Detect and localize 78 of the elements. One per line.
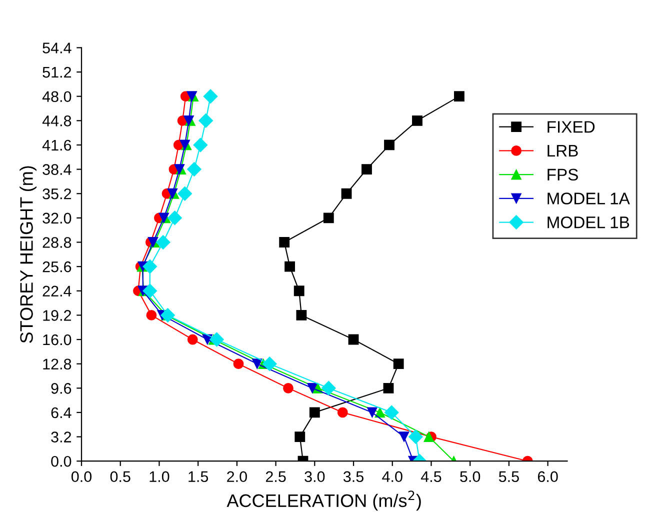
point	[341, 188, 352, 199]
x-tick-label: 0.5	[110, 471, 130, 482]
legend-label: MODEL 1A	[548, 192, 630, 204]
legend-label: FPS	[548, 168, 578, 181]
legend-label: FIXED	[548, 121, 595, 133]
y-tick-label: 48.0	[42, 91, 72, 102]
point	[362, 164, 372, 174]
x-tick-label: 1.0	[150, 471, 170, 482]
point	[424, 432, 434, 442]
legend-label: LRB	[548, 145, 578, 157]
point	[146, 310, 157, 320]
x-tick-label: 2.5	[266, 471, 286, 482]
point	[142, 259, 158, 274]
point	[393, 358, 404, 370]
x-tick-label: 2.0	[227, 471, 247, 482]
point	[283, 382, 294, 394]
point	[178, 186, 192, 201]
y-tick-label: 25.6	[42, 261, 72, 272]
point	[296, 310, 307, 320]
y-tick-label: 28.8	[42, 237, 72, 248]
point	[284, 261, 295, 272]
y-tick-label: 38.4	[42, 164, 72, 175]
x-tick-label: 3.5	[343, 471, 364, 482]
point	[383, 382, 394, 394]
point	[279, 237, 290, 248]
point	[142, 284, 158, 298]
y-tick-label: 51.2	[42, 66, 72, 78]
point	[323, 212, 334, 224]
point	[252, 358, 262, 370]
point	[384, 405, 399, 420]
point	[294, 432, 306, 442]
point	[348, 334, 359, 345]
point	[168, 210, 182, 226]
y-tick-label: 44.8	[42, 116, 72, 126]
y-axis-title: STOREY HEIGHT (m)	[20, 166, 36, 343]
point	[193, 138, 208, 152]
y-tick-label: 12.8	[43, 358, 72, 370]
y-tick-label: 6.4	[51, 407, 72, 418]
x-tick-label: 1.5	[188, 471, 208, 482]
point	[454, 91, 464, 102]
point	[233, 358, 244, 370]
point	[262, 356, 277, 372]
point	[307, 382, 318, 394]
point	[187, 334, 198, 345]
point	[198, 113, 214, 128]
point	[321, 380, 336, 396]
point	[384, 140, 394, 150]
x-tick-label: 4.5	[420, 471, 442, 482]
point	[186, 162, 202, 177]
point	[309, 407, 320, 418]
point	[160, 308, 175, 322]
y-tick-label: 32.0	[42, 212, 72, 224]
x-tick-label: 6.0	[538, 471, 558, 482]
y-tick-label: 9.6	[51, 383, 72, 394]
x-tick-label: 3.0	[304, 471, 325, 482]
y-tick-label: 41.6	[42, 140, 72, 151]
legend-label: MODEL 1B	[548, 216, 630, 228]
x-tick-label: 0.0	[71, 471, 92, 482]
point	[156, 235, 170, 250]
x-tick-label: 5.0	[460, 471, 480, 482]
y-tick-label: 35.2	[42, 188, 72, 200]
point	[398, 432, 410, 442]
y-tick-label: 54.4	[42, 42, 72, 54]
point	[210, 332, 224, 347]
x-tick-label: 5.5	[498, 471, 519, 482]
point	[337, 407, 348, 418]
point	[408, 430, 423, 444]
x-axis-title: ACCELERATION (m/s$^{2}$)	[226, 490, 421, 511]
point	[203, 89, 218, 104]
x-tick-label: 4.0	[382, 471, 402, 482]
y-tick-label: 22.4	[42, 286, 72, 296]
point	[366, 407, 378, 418]
y-tick-label: 19.2	[43, 310, 72, 321]
y-tick-label: 16.0	[43, 334, 72, 346]
point	[412, 115, 422, 126]
point	[294, 286, 304, 296]
y-tick-label: 0.0	[51, 456, 72, 467]
y-tick-label: 3.2	[51, 432, 72, 442]
